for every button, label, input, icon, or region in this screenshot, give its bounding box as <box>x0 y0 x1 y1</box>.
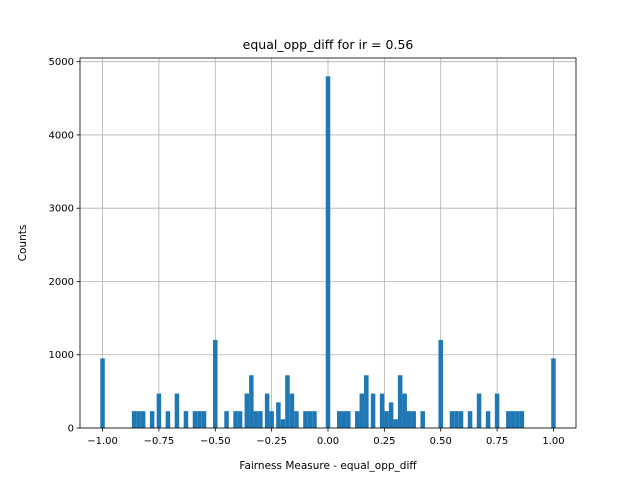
histogram-bar <box>411 411 416 428</box>
histogram-bar <box>269 411 274 428</box>
histogram-bar <box>183 411 189 428</box>
histogram-bar <box>494 393 500 428</box>
x-axis-label: Fairness Measure - equal_opp_diff <box>239 460 417 472</box>
histogram-bar <box>364 375 369 428</box>
histogram-bar <box>379 393 385 428</box>
histogram-bar <box>140 411 146 428</box>
histogram-bar <box>406 411 412 428</box>
x-tick-label: 0.25 <box>373 436 395 447</box>
histogram-bar <box>289 393 295 428</box>
histogram-bar <box>519 411 525 428</box>
histogram-bar <box>244 393 250 428</box>
histogram-bar <box>515 411 520 428</box>
histogram-bar <box>174 393 180 428</box>
y-axis-label: Counts <box>17 225 29 262</box>
histogram-bar <box>312 411 317 428</box>
x-tick-label: −0.25 <box>256 436 287 447</box>
histogram-bar <box>224 411 229 428</box>
histogram-bar <box>253 411 259 428</box>
histogram-bar <box>476 393 482 428</box>
histogram-bar <box>346 411 351 428</box>
y-tick-label: 0 <box>68 424 74 435</box>
x-tick-label: 0.50 <box>430 436 452 447</box>
histogram-bar <box>165 411 171 428</box>
histogram-bar <box>307 411 313 428</box>
histogram-bar <box>136 411 141 428</box>
histogram-bar <box>388 402 394 428</box>
bars-layer <box>100 76 556 428</box>
histogram-bar <box>233 411 238 428</box>
histogram-bar <box>420 411 425 428</box>
histogram-bar <box>510 411 516 428</box>
x-tick-label: −0.75 <box>144 436 175 447</box>
y-tick-label: 4000 <box>49 130 74 141</box>
histogram-bar <box>285 375 290 428</box>
histogram-bar <box>397 375 403 428</box>
x-tick-label: −1.00 <box>87 436 118 447</box>
histogram-bar <box>156 393 162 428</box>
ticks-layer: −1.00 −0.75 −0.50 −0.25 0.00 0.25 0.50 0.75 1.00… <box>49 57 565 447</box>
histogram-bar <box>393 419 398 428</box>
y-tick-label: 5000 <box>49 57 74 68</box>
histogram-bar <box>506 411 511 428</box>
x-tick-label: −0.50 <box>200 436 231 447</box>
histogram-bar <box>449 411 455 428</box>
histogram-bar <box>100 358 105 428</box>
x-tick-label: 0.75 <box>486 436 508 447</box>
histogram-bar <box>402 393 407 428</box>
histogram-bar <box>467 411 473 428</box>
histogram-bar <box>258 411 263 428</box>
histogram-bar <box>551 358 556 428</box>
y-tick-label: 3000 <box>49 204 74 215</box>
histogram-bar <box>337 411 342 428</box>
histogram-bar <box>359 393 365 428</box>
histogram-bar <box>237 411 243 428</box>
histogram-bar <box>192 411 198 428</box>
histogram-bar <box>264 393 270 428</box>
histogram-bar <box>325 76 331 428</box>
histogram-bar <box>213 340 218 428</box>
histogram-bar <box>303 411 308 428</box>
histogram-bar <box>294 411 299 428</box>
histogram-bar <box>485 411 491 428</box>
histogram-bar <box>370 393 376 428</box>
histogram-bar <box>276 402 281 428</box>
x-tick-label: 1.00 <box>542 436 564 447</box>
histogram-bar <box>384 411 389 428</box>
histogram-bar <box>458 411 464 428</box>
histogram-bar <box>280 419 286 428</box>
y-tick-label: 2000 <box>49 277 74 288</box>
histogram-bar <box>197 411 202 428</box>
histogram-bar <box>341 411 347 428</box>
histogram-bar <box>454 411 459 428</box>
histogram-bar <box>355 411 360 428</box>
histogram-bar <box>131 411 137 428</box>
histogram-bar <box>201 411 207 428</box>
histogram-bar <box>249 375 254 428</box>
chart-title: equal_opp_diff for ir = 0.56 <box>243 37 414 52</box>
y-tick-label: 1000 <box>49 350 74 361</box>
histogram-bar <box>149 411 155 428</box>
x-tick-label: 0.00 <box>317 436 339 447</box>
histogram-bar <box>438 340 443 428</box>
